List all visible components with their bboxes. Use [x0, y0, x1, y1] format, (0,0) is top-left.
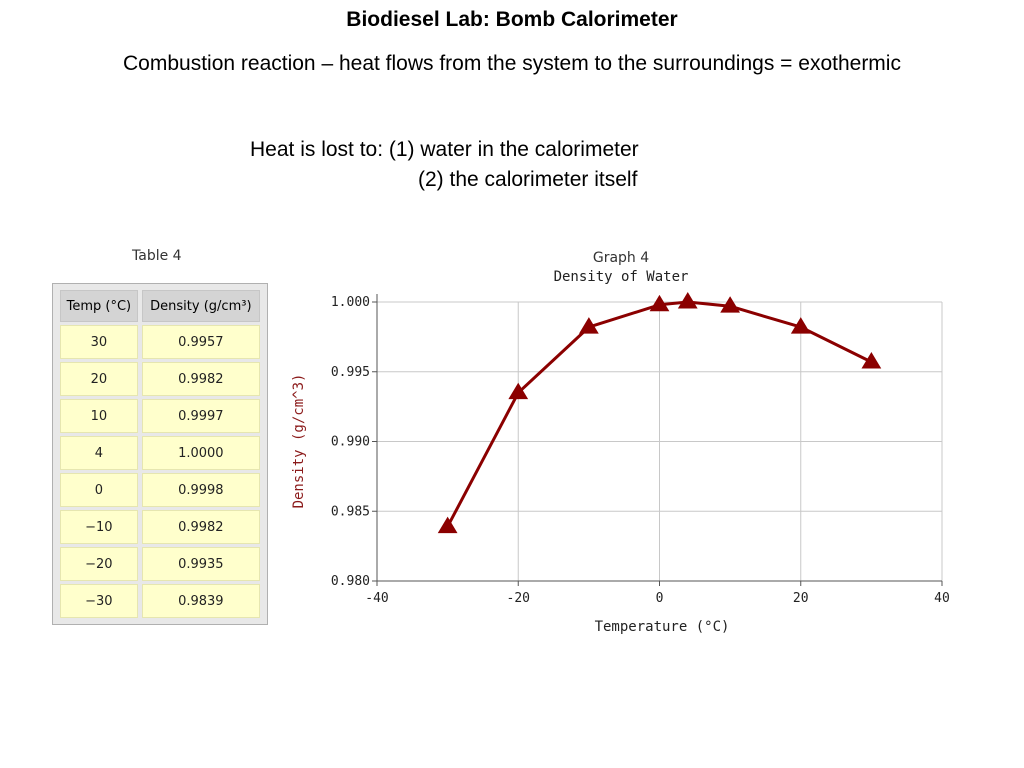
- temp-cell: 4: [60, 436, 138, 470]
- density-cell: 1.0000: [141, 436, 260, 470]
- y-tick-label: 0.985: [331, 504, 370, 519]
- table-header-row: Temp (°C) Density (g/cm³): [60, 290, 260, 322]
- table-row: 20 0.9982: [60, 362, 260, 396]
- x-axis-label: Temperature (°C): [595, 619, 730, 635]
- table-caption: Table 4: [132, 248, 182, 264]
- y-tick-label: 0.995: [331, 365, 370, 380]
- density-cell: 0.9982: [141, 362, 260, 396]
- data-point-triangle: [437, 516, 458, 534]
- chart-caption: Graph 4: [593, 250, 649, 266]
- temp-cell: 30: [60, 325, 138, 359]
- data-series: [437, 292, 882, 534]
- data-point-triangle: [720, 296, 741, 313]
- header-temp: Temp (°C): [60, 290, 138, 322]
- x-tick-label: 0: [656, 591, 664, 606]
- heat-loss-line-2: (2) the calorimeter itself: [418, 168, 638, 191]
- density-cell: 0.9935: [141, 547, 260, 581]
- temp-cell: −30: [60, 584, 138, 618]
- temp-cell: 10: [60, 399, 138, 433]
- y-tick-label: 1.000: [331, 295, 370, 310]
- table-row: −30 0.9839: [60, 584, 260, 618]
- table-row: 0 0.9998: [60, 473, 260, 507]
- x-tick-label: -20: [507, 591, 530, 606]
- table-row: 10 0.9997: [60, 399, 260, 433]
- y-tick-label: 0.990: [331, 435, 370, 450]
- y-axis-label: Density (g/cm^3): [291, 374, 307, 509]
- density-cell: 0.9998: [141, 473, 260, 507]
- x-tick-label: -40: [365, 591, 388, 606]
- data-point-triangle: [578, 317, 599, 334]
- axes: [372, 294, 943, 586]
- density-cell: 0.9839: [141, 584, 260, 618]
- temp-cell: 20: [60, 362, 138, 396]
- series-line: [446, 300, 873, 528]
- data-point-triangle: [508, 382, 529, 400]
- temp-cell: −10: [60, 510, 138, 544]
- data-point-triangle: [861, 352, 882, 369]
- density-cell: 0.9997: [141, 399, 260, 433]
- grid-lines: [376, 301, 943, 582]
- header-density: Density (g/cm³): [141, 290, 260, 322]
- heat-loss-line-1: Heat is lost to: (1) water in the calori…: [250, 138, 639, 161]
- x-tick-label: 20: [793, 591, 809, 606]
- data-point-triangle: [649, 294, 670, 312]
- y-tick-label: 0.980: [331, 574, 370, 589]
- density-cell: 0.9957: [141, 325, 260, 359]
- temp-cell: −20: [60, 547, 138, 581]
- table-row: 30 0.9957: [60, 325, 260, 359]
- table-row: −10 0.9982: [60, 510, 260, 544]
- temp-cell: 0: [60, 473, 138, 507]
- density-cell: 0.9982: [141, 510, 260, 544]
- density-table-grid: Temp (°C) Density (g/cm³) 30 0.9957 20 0.9…: [56, 287, 264, 621]
- table-row: 4 1.0000: [60, 436, 260, 470]
- tick-labels: -40 -20 0 20 40 0.980 0.985 0.990 0.995 1.000: [331, 295, 950, 606]
- chart-title: Density of Water: [554, 269, 689, 285]
- data-point-triangle: [790, 317, 811, 334]
- slide-title: Biodiesel Lab: Bomb Calorimeter: [346, 8, 678, 31]
- density-chart: Graph 4 Density of Water -40 -20 0 20 40 0.98…: [291, 250, 950, 635]
- x-tick-label: 40: [934, 591, 950, 606]
- data-point-triangle: [677, 292, 698, 309]
- table-row: −20 0.9935: [60, 547, 260, 581]
- slide-subtitle: Combustion reaction – heat flows from th…: [123, 52, 901, 75]
- density-table: Temp (°C) Density (g/cm³) 30 0.9957 20 0.9…: [52, 283, 268, 625]
